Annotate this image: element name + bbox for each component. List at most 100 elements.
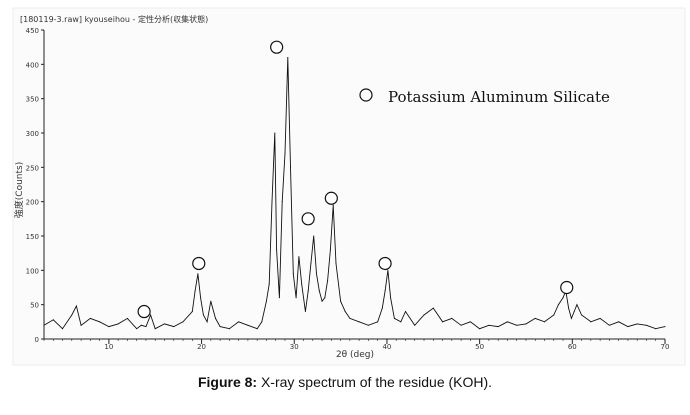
data-point	[71, 314, 73, 316]
data-point	[268, 283, 270, 285]
x-tick-label: 10	[104, 343, 113, 351]
data-point	[534, 317, 536, 319]
data-point	[271, 201, 273, 203]
data-point	[194, 290, 196, 292]
data-point	[544, 321, 546, 323]
data-point	[516, 324, 518, 326]
legend: Potassium Aluminum Silicate	[359, 88, 610, 106]
data-point	[358, 321, 360, 323]
data-point	[321, 300, 323, 302]
data-point	[256, 328, 258, 330]
data-point	[210, 300, 212, 302]
figure-caption-label: Figure 8:	[197, 374, 258, 390]
data-point	[451, 317, 453, 319]
data-point	[332, 204, 334, 206]
peak-marker-icon	[324, 191, 338, 205]
data-point	[191, 311, 193, 313]
y-tick-label: 100	[26, 267, 39, 275]
data-point	[562, 297, 564, 299]
x-tick-label: 40	[382, 343, 391, 351]
y-tick-label: 50	[30, 302, 39, 310]
data-point	[506, 321, 508, 323]
data-point	[324, 297, 326, 299]
data-point	[414, 324, 416, 326]
data-point	[140, 324, 142, 326]
data-point	[387, 269, 389, 271]
data-point	[479, 328, 481, 330]
data-point	[432, 307, 434, 309]
data-point	[75, 305, 77, 307]
y-tick-label: 450	[26, 27, 39, 35]
data-point	[344, 311, 346, 313]
peak-marker-icon	[301, 212, 315, 226]
data-point	[460, 324, 462, 326]
data-point	[89, 317, 91, 319]
y-tick-label: 400	[26, 61, 39, 69]
data-point	[163, 323, 165, 325]
data-point	[627, 326, 629, 328]
data-point	[525, 323, 527, 325]
y-tick-label: 200	[26, 199, 39, 207]
data-point	[618, 321, 620, 323]
data-point	[318, 290, 320, 292]
peak-marker-icon	[560, 280, 574, 295]
data-point	[145, 326, 147, 328]
data-point	[384, 290, 386, 292]
data-point	[599, 317, 601, 319]
peak-marker-icon	[192, 256, 206, 271]
data-point	[295, 297, 297, 299]
data-point	[62, 328, 64, 330]
data-point	[390, 297, 392, 299]
data-point	[469, 321, 471, 323]
data-point	[349, 317, 351, 319]
data-point	[274, 132, 276, 134]
data-point	[214, 317, 216, 319]
peak-marker-icon	[270, 40, 284, 54]
data-point	[304, 311, 306, 313]
data-point	[206, 321, 208, 323]
data-point	[182, 321, 184, 323]
data-point	[557, 304, 559, 306]
x-tick-label: 30	[290, 343, 299, 351]
data-point	[136, 328, 138, 330]
chart-header: [180119-3.raw] kyouseihou - 定性分析(収集状態)	[20, 14, 208, 24]
data-point	[497, 326, 499, 328]
data-point	[313, 235, 315, 237]
data-point	[307, 290, 309, 292]
y-axis: 0 50 100 150 200 250 300 350 400 450	[26, 27, 45, 344]
peak-markers	[137, 40, 574, 319]
x-tick-label: 60	[568, 343, 577, 351]
data-point	[573, 311, 575, 313]
data-point	[261, 321, 263, 323]
data-point	[367, 324, 369, 326]
data-point	[301, 283, 303, 285]
y-axis-label: 強度(Counts)	[13, 162, 25, 218]
data-point	[423, 314, 425, 316]
data-point	[99, 321, 101, 323]
y-tick-label: 300	[26, 130, 39, 138]
data-point	[655, 328, 657, 330]
data-point	[404, 311, 406, 313]
x-axis: 10 20 30 40 50 60 70	[43, 338, 669, 351]
data-points	[43, 56, 666, 330]
data-point	[664, 326, 666, 328]
data-point	[265, 300, 267, 302]
data-point	[292, 273, 294, 275]
data-point	[335, 262, 337, 264]
data-point	[278, 297, 280, 299]
data-point	[287, 56, 289, 58]
data-point	[238, 321, 240, 323]
chart-frame	[12, 7, 686, 366]
data-point	[200, 297, 202, 299]
data-point	[340, 300, 342, 302]
figure-caption: Figure 8: X-ray spectrum of the residue …	[0, 374, 690, 390]
data-point	[202, 314, 204, 316]
legend-label: Potassium Aluminum Silicate	[388, 88, 610, 106]
data-point	[290, 166, 292, 168]
xrd-chart: [180119-3.raw] kyouseihou - 定性分析(収集状態) 0…	[12, 7, 686, 366]
data-point	[581, 314, 583, 316]
data-point	[281, 201, 283, 203]
data-point	[247, 324, 249, 326]
data-point	[108, 326, 110, 328]
data-point	[284, 153, 286, 155]
